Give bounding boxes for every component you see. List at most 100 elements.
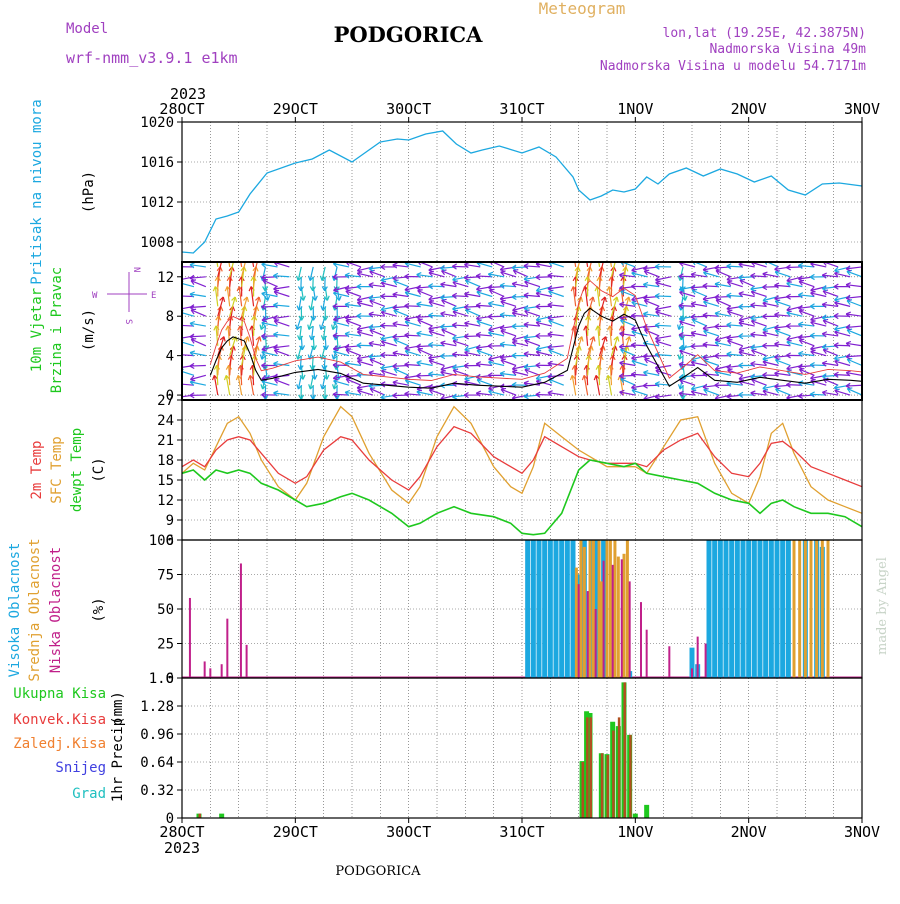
- wind-arrow-head: [261, 355, 262, 360]
- wind-arrow-head: [715, 340, 720, 341]
- wind-arrow-head: [620, 247, 623, 251]
- wind-arrow-head: [336, 405, 339, 409]
- wind-arrow-head: [582, 337, 583, 342]
- precip-conv-bar-4: [601, 753, 604, 818]
- wind-arrow: [227, 247, 230, 267]
- wind-arrow: [242, 257, 247, 276]
- wind-arrow-head: [739, 292, 744, 294]
- cloud-bar-1-3: [589, 540, 592, 678]
- precip-conv-bar-9: [629, 735, 632, 818]
- dewpt-axis-label: dewpt Temp: [69, 428, 85, 512]
- wind-arrow-head: [787, 281, 792, 282]
- wind-arrow-head: [536, 291, 541, 292]
- wind-arrow: [179, 370, 194, 375]
- ytick-label-1-3: 12: [157, 270, 174, 286]
- wind-arrow: [179, 341, 194, 346]
- wind-arrow-head: [617, 297, 618, 302]
- cloud-bar-1-0: [575, 568, 578, 678]
- precip-total-bar-12: [644, 805, 649, 818]
- wind-arrow: [576, 257, 581, 276]
- wind-arrow-head: [257, 346, 259, 351]
- precip-conv-bar-0: [199, 814, 202, 818]
- wind-arrow: [239, 247, 242, 267]
- cloud-bar-0-13: [629, 581, 631, 678]
- wind-arrow: [166, 343, 182, 346]
- cloud-bar-0-8: [587, 591, 589, 678]
- wind-arrow-head: [787, 340, 792, 342]
- wind-arrow-head: [332, 355, 333, 360]
- temp2m-axis-label: 2m Temp: [29, 440, 45, 499]
- wind-arrow-head: [339, 296, 341, 301]
- wind-arrow-head: [691, 302, 696, 304]
- wind-arrow-head: [834, 388, 839, 390]
- wind-arrow: [166, 267, 182, 269]
- wind-arrow-head: [268, 404, 270, 409]
- wind-arrow-head: [655, 339, 660, 341]
- wind-arrow-head: [591, 346, 593, 351]
- wind-arrow-head: [739, 350, 744, 351]
- top-xtick-label-2: 30OCT: [386, 100, 431, 118]
- wind-arrow-head: [476, 289, 481, 291]
- precip-legend-3: Snijeg: [55, 760, 106, 776]
- ytick-label-2-7: 27: [157, 393, 174, 409]
- cloud-bar-2-28: [769, 540, 774, 678]
- wind-arrow-head: [615, 306, 617, 311]
- pressure-unit-label: (hPa): [81, 171, 97, 213]
- wind-arrow-head: [655, 309, 660, 311]
- wind-arrow: [608, 247, 611, 267]
- wind-arrow-head: [625, 257, 629, 261]
- wind-arrow-head: [751, 391, 756, 393]
- precip-legend-1: Konvek.Kisa: [13, 712, 106, 728]
- wind-arrow-head: [603, 306, 605, 311]
- wind-arrow-head: [593, 297, 594, 302]
- wind-arrow-head: [417, 331, 422, 333]
- wind-arrow: [786, 385, 802, 386]
- cloud-unit-label: (%): [91, 597, 107, 622]
- precip-conv-bar-6: [612, 731, 615, 819]
- wind-arrow-head: [190, 292, 195, 294]
- ytick-label-2-3: 15: [157, 473, 174, 489]
- top-xtick-label-6: 3NOV: [844, 100, 880, 118]
- wind-arrow: [166, 326, 182, 327]
- wind-arrow-head: [233, 306, 235, 311]
- cloud-bar-1-1: [579, 540, 582, 678]
- cloud-bar-0-0: [189, 598, 191, 678]
- ytick-label-3-3: 75: [157, 568, 174, 584]
- cloud-bar-2-4: [548, 540, 553, 678]
- model-label: Model: [66, 21, 108, 37]
- precip-unit-label: (mm): [110, 691, 126, 725]
- wind-arrow-head: [312, 405, 315, 409]
- ytick-label-2-6: 24: [157, 413, 174, 429]
- precip-total-bar-11: [633, 814, 638, 818]
- wind-arrow-head: [787, 310, 792, 311]
- wind-arrow-head: [618, 337, 619, 342]
- wind-arrow-head: [605, 297, 606, 302]
- ytick-label-0-2: 1016: [140, 155, 174, 171]
- wind-arrow: [405, 335, 421, 336]
- cloud-bar-2-17: [707, 540, 712, 678]
- wind-arrow-head: [308, 325, 309, 330]
- wind-arrow-head: [369, 371, 374, 373]
- ytick-label-3-4: 100: [149, 533, 174, 549]
- wind-arrow-head: [190, 321, 195, 323]
- wind-arrow-head: [822, 332, 827, 334]
- wind-arrow-head: [536, 379, 541, 381]
- wind-arrow-head: [333, 384, 335, 389]
- wind-arrow-head: [245, 306, 247, 311]
- wind-arrow-head: [429, 329, 434, 331]
- wind-arrow: [611, 257, 616, 276]
- wind-arrow-head: [811, 349, 816, 351]
- wind-arrow-head: [571, 247, 573, 252]
- wind-unit-label: (m/s): [81, 309, 97, 351]
- wind-arrow-head: [405, 349, 410, 351]
- cloud-bar-0-11: [612, 565, 614, 678]
- wind-arrow-head: [261, 384, 263, 389]
- wind-arrow-head: [297, 276, 299, 281]
- wind-arrow-head: [822, 390, 827, 392]
- wind-arrow-head: [589, 257, 593, 261]
- wind-arrow-head: [811, 378, 816, 380]
- cloud-bar-2-31: [786, 540, 791, 678]
- wind-arrow-head: [225, 247, 227, 252]
- wind-arrow-head: [369, 312, 374, 314]
- cloud-bar-0-7: [578, 584, 580, 678]
